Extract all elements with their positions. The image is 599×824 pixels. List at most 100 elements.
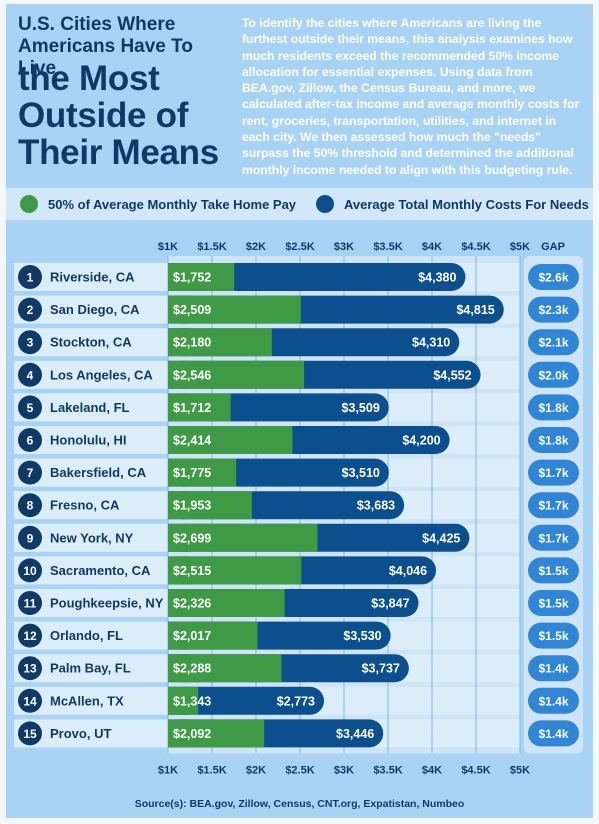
rank-number: 2: [27, 303, 34, 317]
legend-item-blue: Average Total Monthly Costs For Needs: [316, 188, 589, 220]
bar-green: [168, 360, 305, 389]
x-tick-label-bottom: $1K: [158, 764, 178, 776]
x-tick-label-bottom: $2K: [246, 764, 266, 776]
data-label-blue: $4,046: [389, 564, 427, 578]
x-tick-label-bottom: $1.5K: [197, 764, 226, 776]
gap-label: $1.7k: [538, 499, 568, 513]
legend-blue-label: Average Total Monthly Costs For Needs: [344, 196, 589, 212]
city-label: Honolulu, HI: [50, 433, 127, 448]
data-label-green: $2,017: [173, 629, 211, 643]
rank-circle: [18, 688, 42, 713]
gap-label: $1.8k: [538, 434, 568, 448]
gap-pill: [528, 524, 579, 551]
bar-green: [168, 589, 285, 617]
rank-circle: [18, 265, 42, 289]
data-label-green: $2,326: [173, 597, 211, 611]
rank-circle: [18, 460, 42, 485]
x-tick-label-bottom: $4K: [422, 764, 442, 776]
gap-pill: [528, 622, 579, 649]
gap-header: GAP: [541, 241, 565, 253]
city-label: Bakersfield, CA: [50, 465, 147, 480]
gap-label: $1.5k: [538, 597, 568, 611]
legend: 50% of Average Monthly Take Home Pay Ave…: [0, 188, 599, 220]
x-tick-label-top: $1K: [158, 241, 178, 253]
bar-green: [168, 621, 258, 650]
data-label-blue: $3,683: [357, 499, 395, 513]
x-tick-label-top: $3.5K: [373, 241, 402, 253]
gap-label: $1.4k: [538, 727, 568, 741]
x-tick-label-top: $4K: [422, 241, 442, 253]
city-label: Provo, UT: [50, 726, 111, 741]
bar-blue: [168, 686, 325, 715]
rank-number: 10: [23, 564, 37, 578]
rank-number: 14: [23, 694, 37, 708]
gap-pill: [528, 361, 579, 388]
header: U.S. Cities Where Americans Have To Live…: [0, 0, 599, 182]
data-label-green: $2,414: [173, 434, 211, 448]
data-label-green: $2,699: [173, 531, 211, 545]
data-label-green: $1,712: [173, 401, 211, 415]
data-label-blue: $3,847: [371, 597, 409, 611]
x-tick-label-bottom: $5K: [510, 764, 530, 776]
city-label: Riverside, CA: [50, 270, 135, 285]
data-label-blue: $3,510: [342, 466, 380, 480]
page-title: the Most Outside of Their Means: [18, 59, 219, 172]
rank-number: 7: [27, 466, 34, 480]
legend-green-label: 50% of Average Monthly Take Home Pay: [48, 196, 297, 212]
x-tick-label-bottom: $3.5K: [373, 764, 402, 776]
data-label-green: $2,515: [173, 564, 211, 578]
data-label-green: $1,752: [173, 271, 211, 285]
city-label: Stockton, CA: [50, 335, 132, 350]
chart: $1K $1K $1.5K $1.5K $2K $2K $2.5K $2.5K $3K $3K $3…: [0, 226, 599, 794]
gap-label: $1.5k: [538, 629, 568, 643]
x-tick-label-top: $1.5K: [197, 241, 226, 253]
rank-number: 11: [24, 597, 37, 611]
rank-circle: [18, 362, 42, 387]
data-label-green: $2,092: [173, 727, 211, 741]
x-tick-label-top: $2.5K: [285, 241, 314, 253]
gap-label: $1.7k: [538, 531, 568, 545]
data-label-blue: $3,509: [342, 401, 380, 415]
bar-green: [168, 426, 293, 454]
gap-pill: [528, 590, 579, 616]
rank-circle: [18, 623, 42, 648]
data-label-green: $1,953: [173, 499, 211, 513]
data-label-blue: $4,200: [402, 434, 440, 448]
rank-number: 6: [27, 434, 34, 448]
data-label-green: $2,509: [173, 303, 211, 317]
bar-blue: [168, 263, 466, 291]
rank-circle: [18, 656, 42, 681]
gap-label: $1.7k: [538, 466, 568, 480]
gap-label: $1.8k: [538, 401, 568, 415]
bar-green: [168, 328, 272, 357]
title-small: U.S. Cities Where Americans Have To Live: [18, 14, 193, 79]
gap-label: $1.4k: [538, 662, 568, 676]
rank-circle: [18, 330, 42, 355]
gap-pill: [528, 557, 579, 584]
rank-number: 9: [27, 531, 34, 545]
data-label-green: $2,546: [173, 368, 211, 382]
rank-circle: [18, 558, 42, 583]
rank-circle: [18, 721, 42, 746]
x-tick-label-top: $2K: [246, 241, 266, 253]
city-label: New York, NY: [50, 530, 134, 545]
data-label-green: $1,343: [173, 694, 211, 708]
rank-number: 3: [27, 336, 34, 350]
gap-label: $2.1k: [538, 336, 568, 350]
city-label: Fresno, CA: [50, 498, 120, 513]
city-label: Orlando, FL: [50, 628, 123, 643]
rank-circle: [18, 395, 42, 420]
rank-circle: [18, 297, 42, 322]
gap-pill: [528, 687, 579, 714]
city-label: Palm Bay, FL: [50, 661, 131, 676]
city-label: Sacramento, CA: [50, 563, 151, 578]
gap-pill: [528, 720, 579, 747]
rank-circle: [18, 525, 42, 550]
city-label: San Diego, CA: [50, 302, 140, 317]
gap-pill: [528, 264, 579, 290]
data-label-green: $2,180: [173, 336, 211, 350]
gap-pill: [528, 459, 579, 486]
gap-pill: [528, 329, 579, 356]
legend-green-dot-icon: [20, 195, 38, 213]
bar-green: [168, 523, 318, 552]
